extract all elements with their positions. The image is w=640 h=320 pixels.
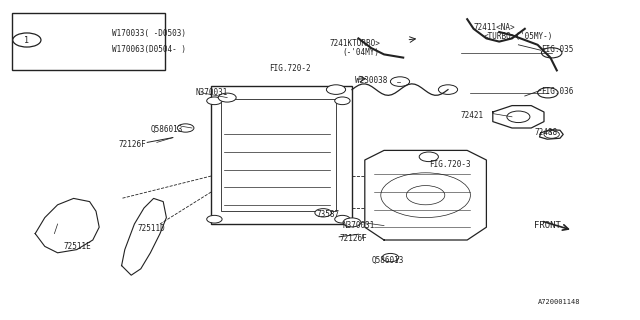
Text: (-'04MY): (-'04MY) (342, 48, 380, 57)
Text: Q586013: Q586013 (371, 256, 404, 265)
Circle shape (419, 152, 438, 162)
Circle shape (438, 85, 458, 94)
Circle shape (207, 97, 222, 105)
Text: FIG.720-3: FIG.720-3 (429, 160, 470, 169)
Text: FIG.035: FIG.035 (541, 45, 573, 54)
Circle shape (507, 111, 530, 123)
Text: W170063(D0504- ): W170063(D0504- ) (112, 45, 186, 54)
Circle shape (538, 88, 558, 98)
Circle shape (207, 215, 222, 223)
Circle shape (541, 48, 562, 58)
Text: W170033( -D0503): W170033( -D0503) (112, 29, 186, 38)
Text: 72421: 72421 (461, 111, 484, 120)
Text: FIG.720-2: FIG.720-2 (269, 64, 310, 73)
Text: 7241KTURBO>: 7241KTURBO> (330, 39, 380, 48)
Text: 72126F: 72126F (339, 234, 367, 243)
Circle shape (381, 173, 470, 218)
Circle shape (382, 253, 399, 262)
Circle shape (326, 85, 346, 94)
Circle shape (218, 93, 236, 102)
Text: FIG.036: FIG.036 (541, 87, 573, 96)
Text: 72411<NA>: 72411<NA> (474, 23, 515, 32)
Circle shape (335, 215, 350, 223)
Text: W230038: W230038 (355, 76, 388, 84)
Circle shape (544, 131, 559, 138)
Bar (221, 99, 336, 211)
Bar (211, 86, 352, 224)
Text: 72126F: 72126F (118, 140, 146, 148)
Circle shape (315, 209, 332, 217)
Circle shape (335, 97, 350, 105)
Circle shape (13, 33, 41, 47)
Text: Q586013: Q586013 (150, 125, 183, 134)
Circle shape (406, 186, 445, 205)
Text: 73587: 73587 (317, 210, 340, 219)
Text: 72488: 72488 (534, 128, 557, 137)
Text: A720001148: A720001148 (538, 300, 580, 305)
Text: FRONT: FRONT (534, 221, 561, 230)
Circle shape (343, 218, 361, 227)
Text: N370031: N370031 (195, 88, 228, 97)
Text: 72511D: 72511D (138, 224, 165, 233)
Circle shape (177, 124, 194, 132)
Text: <TURBO>('05MY-): <TURBO>('05MY-) (483, 32, 552, 41)
Text: N370031: N370031 (342, 221, 375, 230)
Circle shape (390, 77, 410, 86)
Bar (12, 13, 165, 70)
Text: 1: 1 (24, 36, 29, 44)
Text: 72511E: 72511E (64, 242, 92, 251)
